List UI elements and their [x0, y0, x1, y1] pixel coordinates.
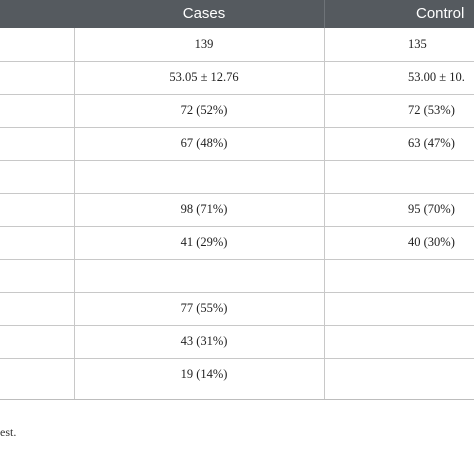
- row-divider: [0, 325, 474, 326]
- cell-cases: 67 (48%): [180, 136, 228, 150]
- row-divider: [0, 292, 474, 293]
- row-divider: [0, 259, 474, 260]
- cell-control: 95 (70%): [408, 202, 455, 216]
- cell-control: 63 (47%): [408, 136, 455, 150]
- cell-cases: 77 (55%): [180, 301, 228, 315]
- row-divider: [0, 94, 474, 95]
- table-header: Cases Control: [0, 0, 474, 28]
- column-divider: [324, 28, 325, 400]
- cell-cases: [84, 160, 324, 193]
- header-divider: [324, 0, 325, 28]
- cell-cases: [84, 259, 324, 292]
- cell-control: [408, 259, 474, 292]
- cell-cases: 41 (29%): [180, 235, 228, 249]
- row-divider: [0, 127, 474, 128]
- cell-control: [408, 292, 474, 325]
- row-divider: [0, 358, 474, 359]
- cell-cases: 19 (14%): [180, 367, 228, 381]
- cell-cases: 53.05 ± 12.76: [169, 70, 239, 84]
- column-header-cases: Cases: [182, 5, 226, 22]
- cell-control: [408, 358, 474, 391]
- cell-cases: 43 (31%): [180, 334, 228, 348]
- cell-control: 53.00 ± 10.: [408, 70, 465, 84]
- table-footnote: est.: [0, 425, 17, 439]
- cell-control: 72 (53%): [408, 103, 455, 117]
- column-header-control: Control: [416, 5, 465, 22]
- cell-control: [408, 325, 474, 358]
- cell-cases: 98 (71%): [180, 202, 228, 216]
- cell-cases: 72 (52%): [180, 103, 228, 117]
- cell-control: 135: [408, 37, 427, 51]
- table-body: 139 135 53.05 ± 12.76 53.00 ± 10. 72 (52…: [0, 28, 474, 400]
- row-divider: [0, 61, 474, 62]
- row-divider: [0, 193, 474, 194]
- cell-control: [408, 160, 474, 193]
- column-divider: [74, 28, 75, 400]
- row-divider: [0, 226, 474, 227]
- row-divider: [0, 160, 474, 161]
- cell-control: 40 (30%): [408, 235, 455, 249]
- table-bottom-rule: [0, 399, 474, 400]
- cell-cases: 139: [194, 37, 214, 51]
